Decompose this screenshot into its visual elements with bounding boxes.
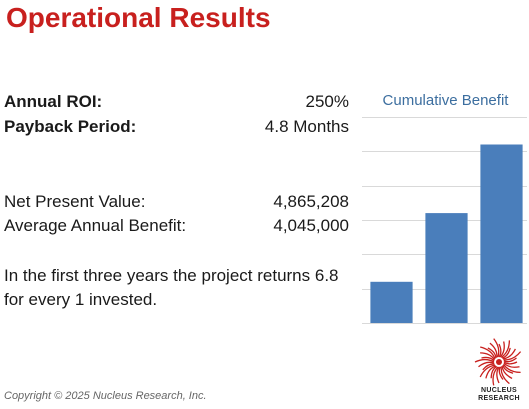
chart-title: Cumulative Benefit	[382, 92, 509, 109]
logo-line-2: RESEARCH	[478, 395, 520, 402]
payback-period-row: Payback Period: 4.8 Months	[4, 115, 349, 139]
annual-roi-row: Annual ROI: 250%	[4, 90, 349, 114]
summary-text: In the first three years the project ret…	[4, 266, 339, 309]
burst-ray	[482, 363, 495, 371]
burst-ray	[501, 347, 511, 359]
nucleus-burst-icon	[474, 338, 522, 386]
burst-center	[496, 359, 502, 365]
bar-2	[425, 213, 468, 323]
burst-ray	[478, 361, 495, 368]
burst-ray	[501, 365, 513, 379]
nucleus-research-logo: NUCLEUS RESEARCH	[470, 335, 528, 407]
average-annual-benefit-label: Average Annual Benefit:	[4, 216, 187, 235]
average-annual-benefit-value: 4,045,000	[273, 216, 349, 235]
burst-ray	[502, 364, 514, 374]
burst-ray	[474, 358, 495, 363]
average-annual-benefit-row: Average Annual Benefit: 4,045,000	[4, 214, 349, 238]
burst-ray	[487, 347, 497, 359]
annual-roi-value: 250%	[305, 92, 349, 111]
burst-ray	[498, 343, 502, 358]
burst-ray	[489, 342, 498, 358]
npv-value: 4,865,208	[273, 192, 349, 211]
burst-ray	[502, 363, 521, 374]
burst-ray	[480, 352, 496, 361]
npv-row: Net Present Value: 4,865,208	[4, 190, 349, 214]
page-title: Operational Results	[6, 2, 271, 33]
burst-ray	[496, 366, 500, 384]
annual-roi-label: Annual ROI:	[4, 92, 103, 111]
payback-period-value: 4.8 Months	[264, 117, 349, 136]
burst-ray	[503, 362, 520, 368]
burst-ray	[500, 366, 510, 385]
burst-ray	[502, 348, 516, 360]
burst-ray	[503, 361, 518, 365]
burst-ray	[493, 338, 500, 358]
burst-ray	[490, 365, 498, 379]
burst-ray	[503, 351, 522, 361]
payback-period-label: Payback Period:	[4, 117, 137, 136]
burst-ray	[479, 364, 496, 378]
bar-3	[480, 144, 523, 323]
burst-ray	[503, 357, 517, 363]
copyright-text: Copyright © 2025 Nucleus Research, Inc.	[4, 390, 207, 402]
logo-line-1: NUCLEUS	[481, 387, 517, 394]
burst-ray	[492, 366, 499, 386]
burst-ray	[485, 365, 497, 379]
burst-ray	[500, 340, 511, 359]
burst-ray	[480, 346, 496, 360]
burst-ray	[499, 341, 505, 358]
cumulative-benefit-chart	[362, 117, 527, 324]
npv-label: Net Present Value:	[4, 192, 146, 211]
chart-bars	[370, 144, 523, 323]
burst-ray	[481, 356, 495, 362]
burst-ray	[498, 366, 504, 380]
bar-1	[370, 281, 413, 323]
